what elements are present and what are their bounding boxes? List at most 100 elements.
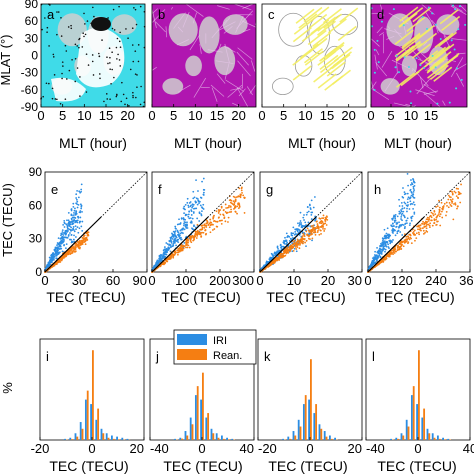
- station-dot: [57, 11, 60, 13]
- station-dot: [46, 31, 48, 33]
- iri-point: [399, 231, 402, 233]
- rean-point: [319, 226, 322, 228]
- iri-point: [166, 243, 169, 245]
- rean-point: [206, 221, 209, 224]
- rean-point: [317, 228, 320, 230]
- x-tick-label: 10: [404, 108, 418, 123]
- rean-point: [71, 251, 74, 254]
- station-dot: [83, 35, 85, 38]
- iri-point: [63, 226, 66, 228]
- iri-point: [410, 216, 413, 218]
- iri-point: [57, 249, 59, 252]
- rean-point: [231, 202, 233, 205]
- iri-point: [159, 259, 162, 262]
- track-line: [177, 84, 191, 93]
- iri-point: [308, 204, 311, 207]
- iri-point: [413, 212, 416, 215]
- rean-point: [421, 227, 424, 230]
- rean-point: [415, 237, 418, 240]
- rean-point: [433, 210, 436, 213]
- iri-point: [73, 209, 76, 212]
- track-line: [249, 84, 257, 94]
- rean-point: [237, 202, 239, 205]
- track-line: [449, 3, 463, 12]
- rean-point: [324, 228, 326, 230]
- iri-point: [270, 252, 273, 255]
- track-line: [234, 3, 252, 11]
- rean-point: [297, 239, 299, 242]
- rean-point: [84, 239, 87, 242]
- station-dot: [134, 73, 137, 75]
- station-dot: [65, 50, 68, 52]
- station-dot: [84, 23, 86, 25]
- rean-point: [316, 224, 319, 227]
- y-tick-label: 30: [25, 31, 39, 45]
- iri-bar: [184, 431, 187, 440]
- station-dot: [131, 44, 134, 46]
- rean-point: [193, 235, 196, 238]
- rean-point: [55, 263, 58, 266]
- station-dot: [93, 15, 95, 18]
- rean-point: [397, 245, 400, 248]
- station-dot: [419, 64, 422, 67]
- iri-point: [197, 198, 199, 200]
- iri-point: [168, 240, 171, 243]
- station-dot: [135, 23, 138, 26]
- rean-point: [314, 233, 317, 236]
- iri-point: [400, 224, 403, 227]
- iri-point: [307, 210, 310, 213]
- iri-point: [165, 247, 168, 250]
- rean-point: [447, 198, 450, 201]
- rean-point: [460, 183, 462, 186]
- panel-letter: j: [155, 349, 159, 364]
- rean-point: [386, 254, 389, 257]
- rean-point: [318, 217, 321, 220]
- iri-point: [201, 207, 204, 209]
- rean-bar: [444, 439, 446, 440]
- iri-bar: [226, 437, 228, 440]
- rean-point: [391, 251, 393, 254]
- rean-point: [380, 260, 383, 262]
- iri-point: [400, 214, 403, 216]
- y-tick-label: 60: [29, 198, 43, 212]
- rean-point: [457, 193, 460, 196]
- iri-point: [178, 237, 181, 240]
- iri-point: [393, 229, 396, 232]
- ground-track: [438, 31, 457, 48]
- track-line: [423, 83, 437, 94]
- rean-point: [442, 207, 445, 209]
- rean-point: [396, 249, 399, 252]
- rean-point: [167, 258, 170, 260]
- iri-point: [382, 246, 385, 249]
- ground-track: [435, 43, 455, 59]
- iri-point: [406, 217, 409, 220]
- rean-point: [294, 246, 297, 248]
- iri-point: [179, 229, 182, 232]
- track-line: [217, 5, 230, 10]
- rean-point: [80, 239, 83, 242]
- rean-point: [225, 207, 228, 209]
- rean-point: [213, 219, 216, 222]
- rean-point: [173, 251, 176, 254]
- station-dot: [460, 78, 463, 81]
- station-dot: [56, 11, 58, 13]
- rean-bar: [81, 428, 84, 440]
- iri-point: [406, 207, 408, 210]
- x-tick-label: 10: [188, 108, 202, 123]
- rean-point: [233, 207, 236, 209]
- iri-point: [373, 261, 376, 264]
- iri-point: [404, 202, 407, 205]
- station-dot: [122, 93, 125, 96]
- fit-line: [44, 216, 102, 273]
- iri-point: [400, 216, 403, 218]
- rean-point: [280, 252, 283, 255]
- iri-point: [153, 265, 156, 268]
- x-tick-label: 0: [306, 441, 313, 456]
- iri-point: [314, 219, 316, 222]
- ground-track: [439, 9, 459, 25]
- rean-point: [283, 251, 286, 254]
- iri-point: [388, 233, 391, 236]
- station-dot: [116, 58, 118, 60]
- iri-point: [283, 239, 285, 242]
- rean-point: [176, 253, 179, 256]
